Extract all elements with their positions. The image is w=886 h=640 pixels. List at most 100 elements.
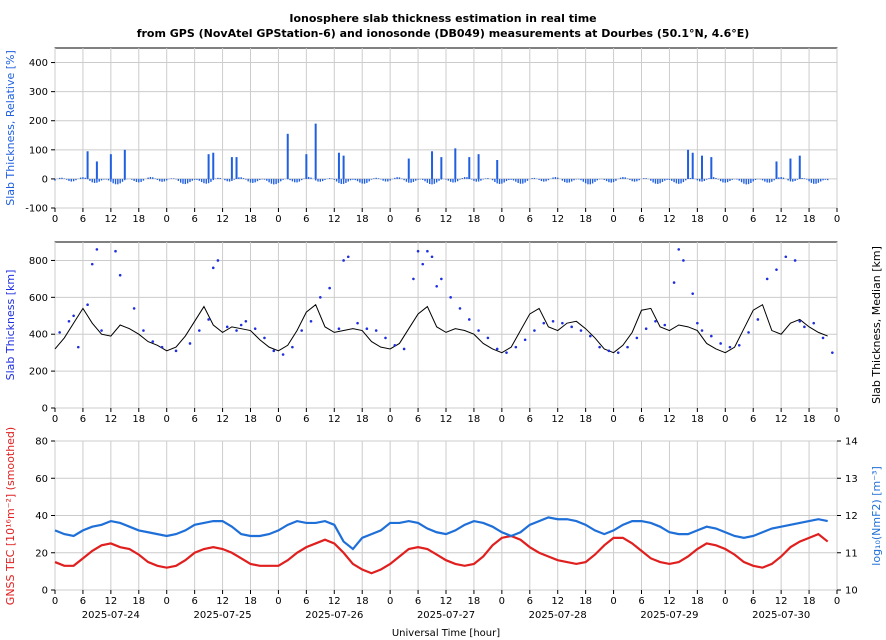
x-tick-label: 0 [52,414,58,425]
x-tick-label: 6 [415,596,421,607]
y-tick-label: 0 [42,174,48,185]
x-tick-label: 6 [415,214,421,225]
x-tick-label: 6 [80,596,86,607]
x-tick-label: 0 [610,214,616,225]
observed-point [393,343,397,347]
observed-point [644,327,648,330]
x-tick-label: 18 [132,214,145,225]
x-tick-label: 12 [216,596,229,607]
x-tick-label: 12 [328,596,341,607]
tick-layer: 0 6 12 18 0 6 12 18 0 6 12 18 0 6 12 18 0 6 12 18 0 6 12 18 0 6 12… [25,58,857,621]
y-tick-label: 20 [35,548,48,559]
x-tick-label: 18 [132,596,145,607]
observed-point [337,327,341,330]
date-label: 2025-07-24 [82,610,140,621]
y-tick-label: 40 [35,511,48,522]
observed-point [421,262,425,266]
y-tick-label: 800 [29,256,48,267]
x-tick-label: 12 [551,596,564,607]
x-tick-label: 12 [104,414,117,425]
observed-point [486,336,490,340]
observed-point [114,249,117,253]
observed-point [551,320,555,323]
tec-line [54,532,829,575]
observed-point [319,296,322,299]
y-tick-label: 300 [29,87,48,98]
observed-point [309,320,313,323]
observed-point [72,314,75,318]
chart-subtitle: from GPS (NovAtel GPStation-6) and ionos… [137,27,750,40]
x-tick-label: 18 [579,214,592,225]
observed-point [579,329,583,332]
panel-2-ylabel: Slab Thickness [km] [4,270,17,381]
x-tick-label: 0 [275,214,281,225]
x-tick-label: 12 [663,214,676,225]
observed-point [616,351,620,354]
x-tick-label: 6 [415,414,421,425]
observed-point [542,321,546,325]
x-tick-label: 12 [775,596,788,607]
date-label: 2025-07-25 [194,610,252,621]
y-tick-label: -100 [25,204,48,215]
observed-point [356,321,359,325]
observed-point [207,318,210,321]
date-label: 2025-07-26 [305,610,363,621]
x-tick-label: 12 [663,596,676,607]
y-right-tick-label: 11 [845,548,858,559]
date-label: 2025-07-28 [529,610,587,621]
x-tick-label: 18 [356,414,369,425]
observed-point [435,284,438,288]
grid-layer [54,48,838,591]
y-tick-label: 600 [29,293,48,304]
x-tick-label: 6 [191,214,197,225]
x-tick-label: 18 [468,214,481,225]
observed-point [100,329,103,332]
observed-point [412,277,415,281]
x-tick-label: 18 [803,414,816,425]
x-tick-label: 18 [691,214,704,225]
x-tick-label: 12 [216,414,229,425]
observed-point [719,342,722,345]
observed-point [691,292,695,295]
x-tick-label: 12 [216,214,229,225]
observed-point [672,281,676,284]
x-tick-label: 18 [579,414,592,425]
y-right-tick-label: 12 [845,511,858,522]
observed-point [449,296,452,299]
observed-point [197,329,201,332]
y-right-tick-label: 13 [845,474,858,485]
panel-3-ylabel-right: log₁₀(NmF2) [m⁻³] [870,466,883,565]
y-tick-label: 0 [42,586,48,597]
x-tick-label: 6 [750,414,756,425]
observed-point [346,255,350,259]
x-tick-label: 18 [468,414,481,425]
x-tick-label: 18 [244,214,257,225]
data-layer [54,123,834,575]
observed-point [239,323,243,327]
panel-2-ylabel-right: Slab Thickness, Median [km] [870,246,883,404]
observed-point [523,338,527,342]
x-tick-label: 18 [244,414,257,425]
observed-point [477,329,480,332]
observed-point [426,249,429,253]
observed-point [225,325,229,329]
observed-point [831,351,834,354]
observed-point [607,349,611,353]
y-tick-label: 200 [29,367,48,378]
x-tick-label: 18 [803,596,816,607]
observed-point [174,349,178,353]
observed-point [784,255,788,259]
observed-point [533,329,536,332]
observed-point [505,351,508,354]
observed-point [281,353,285,356]
observed-point [291,345,294,349]
observed-point [95,248,99,251]
observed-point [728,345,732,349]
y-right-tick-label: 14 [845,437,858,448]
observed-point [626,345,629,349]
observed-point [710,334,713,338]
x-tick-label: 6 [750,596,756,607]
observed-point [90,262,94,266]
observed-point [495,347,499,351]
date-label: 2025-07-29 [640,610,698,621]
